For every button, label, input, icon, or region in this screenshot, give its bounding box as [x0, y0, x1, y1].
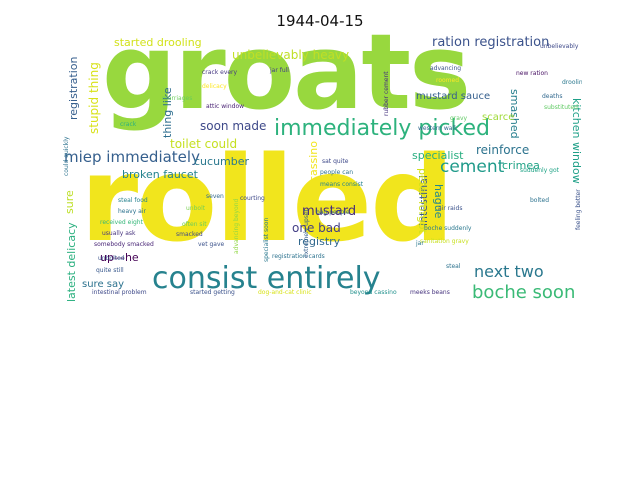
cloud-word: marriages: [162, 95, 193, 102]
cloud-word: up—he: [100, 251, 139, 264]
cloud-word: bag people: [316, 209, 350, 216]
cloud-word: usually ask: [102, 230, 136, 237]
cloud-word: next two: [474, 262, 544, 281]
cloud-word: boche soon: [472, 282, 576, 303]
cloud-word: cement: [440, 157, 505, 177]
cloud-word: substituted: [544, 104, 578, 111]
cloud-word: heavy air: [118, 208, 146, 215]
cloud-word: sat quite: [322, 158, 349, 165]
cloud-word: suddenly got: [520, 167, 559, 174]
cloud-word: smacked: [176, 231, 203, 238]
cloud-word: latest delicacy: [65, 222, 78, 302]
cloud-word: specialist soon: [263, 217, 270, 262]
cloud-word: registry: [298, 235, 341, 248]
cloud-word: drooling: [562, 79, 582, 86]
cloud-word: scarce: [482, 112, 515, 123]
cloud-word: unbolted: [98, 255, 125, 262]
cloud-word: unbelievably: [540, 43, 579, 50]
cloud-word: could quickly: [63, 136, 70, 176]
cloud-word: boche suddenly: [424, 225, 472, 232]
cloud-word: crack: [120, 121, 137, 128]
cloud-word: crack every: [202, 69, 238, 76]
chart-title: 1944-04-15: [276, 12, 364, 30]
cloud-word: roomed: [436, 77, 460, 84]
cloud-word: cassino: [307, 140, 320, 182]
cloud-word: soon made: [200, 119, 267, 133]
cloud-word: extremely upset: [303, 209, 310, 258]
cloud-word: advancing beyond: [233, 198, 240, 254]
cloud-word: steal food: [118, 197, 148, 204]
cloud-word: deaths: [542, 93, 563, 100]
cloud-word: hague: [432, 184, 445, 219]
cloud-word: mustard: [302, 204, 357, 219]
cloud-word: rolled: [80, 130, 455, 268]
cloud-word: peter forgot: [416, 168, 429, 234]
cloud-word: quite still: [96, 267, 124, 274]
cloud-word: meeks beans: [410, 289, 450, 296]
cloud-word: air raids: [438, 205, 463, 212]
cloud-word: people can: [320, 169, 354, 176]
cloud-word: means consist: [320, 181, 364, 188]
cloud-word: unbelievably heavy: [232, 48, 350, 62]
cloud-word: sanitation gravy: [420, 238, 469, 245]
cloud-word: delicacy: [202, 83, 227, 90]
cloud-word: toilet could: [170, 137, 238, 151]
cloud-word: specialist: [412, 149, 464, 162]
cloud-word: jar: [416, 240, 424, 247]
cloud-word: feeling better: [575, 189, 582, 230]
cloud-word: somebody smacked: [94, 241, 154, 248]
cloud-word: crimea: [502, 159, 540, 172]
cloud-word: dog-and-cat clinic: [258, 289, 312, 296]
cloud-word: miep immediately: [64, 148, 200, 166]
cloud-word: seven: [206, 193, 224, 200]
cloud-word: gravy: [450, 115, 468, 122]
cloud-word: rubber cement: [383, 71, 390, 116]
cloud-word: beyond cassino: [350, 289, 397, 296]
cloud-word: bolted: [530, 197, 549, 204]
cloud-word: courting: [240, 195, 265, 202]
cloud-word: advancing: [430, 65, 462, 72]
cloud-word: unbolt: [186, 205, 206, 212]
cloud-word: received eight: [100, 219, 143, 226]
word-cloud: rolled groats consist entirely immediate…: [62, 34, 582, 304]
cloud-word: consist entirely: [152, 261, 381, 296]
cloud-word: groats: [102, 34, 471, 133]
cloud-word: steal: [446, 263, 461, 270]
cloud-word: ration registration: [432, 35, 550, 50]
cloud-word: registration cards: [272, 253, 325, 260]
cloud-word: cucumber: [194, 155, 250, 168]
cloud-word: started drooling: [114, 36, 202, 49]
cloud-word: western wall: [418, 125, 456, 132]
cloud-word: jar full: [270, 67, 289, 74]
cloud-word: reinforce: [476, 143, 530, 157]
cloud-word: registration: [67, 56, 80, 120]
cloud-word: attic window: [206, 103, 245, 110]
cloud-word: started getting: [190, 289, 235, 296]
cloud-word: one bad: [292, 221, 341, 235]
cloud-word: sure: [63, 190, 76, 214]
cloud-word: stupid thing: [87, 62, 101, 134]
cloud-word: immediately picked: [274, 116, 490, 141]
cloud-word: mustard sauce: [416, 91, 491, 102]
cloud-word: new ration: [516, 70, 548, 77]
cloud-word: intestinal problem: [92, 289, 147, 296]
cloud-word: often sit: [182, 221, 207, 228]
cloud-word: broken faucet: [122, 168, 198, 181]
cloud-word: vet gave: [198, 241, 225, 248]
cloud-word: sure say: [82, 279, 125, 290]
